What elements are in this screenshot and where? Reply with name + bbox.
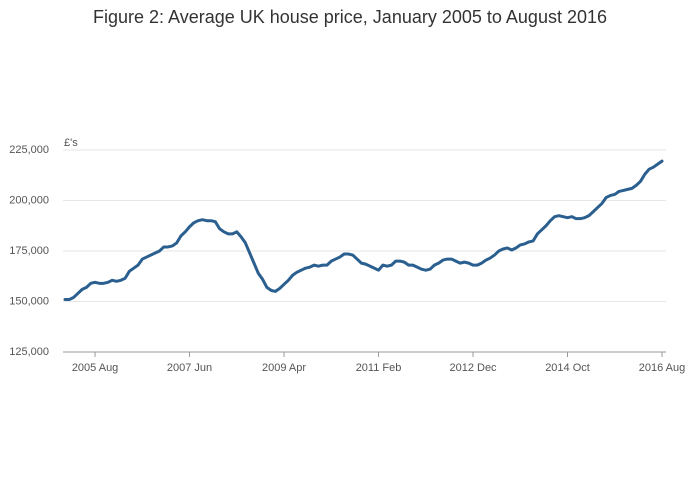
- x-tick-label: 2009 Apr: [262, 362, 306, 374]
- chart-title: Figure 2: Average UK house price, Januar…: [93, 7, 607, 27]
- line: [63, 159, 664, 301]
- x-tick-label: 2007 Jun: [167, 362, 212, 374]
- y-tick-label: 225,000: [9, 144, 49, 156]
- y-tick-label: 125,000: [9, 346, 49, 358]
- x-tick-label: 2014 Oct: [545, 362, 590, 374]
- x-tick-label: 2016 Aug: [639, 362, 686, 374]
- y-axis-label: £'s: [64, 137, 78, 149]
- y-tick-label: 150,000: [9, 295, 49, 307]
- x-tick-label: 2011 Feb: [356, 362, 402, 374]
- x-tick-label: 2005 Aug: [72, 362, 119, 374]
- y-tick-label: 200,000: [9, 194, 49, 206]
- x-tick-label: 2012 Dec: [449, 362, 497, 374]
- y-tick-label: 175,000: [9, 245, 49, 257]
